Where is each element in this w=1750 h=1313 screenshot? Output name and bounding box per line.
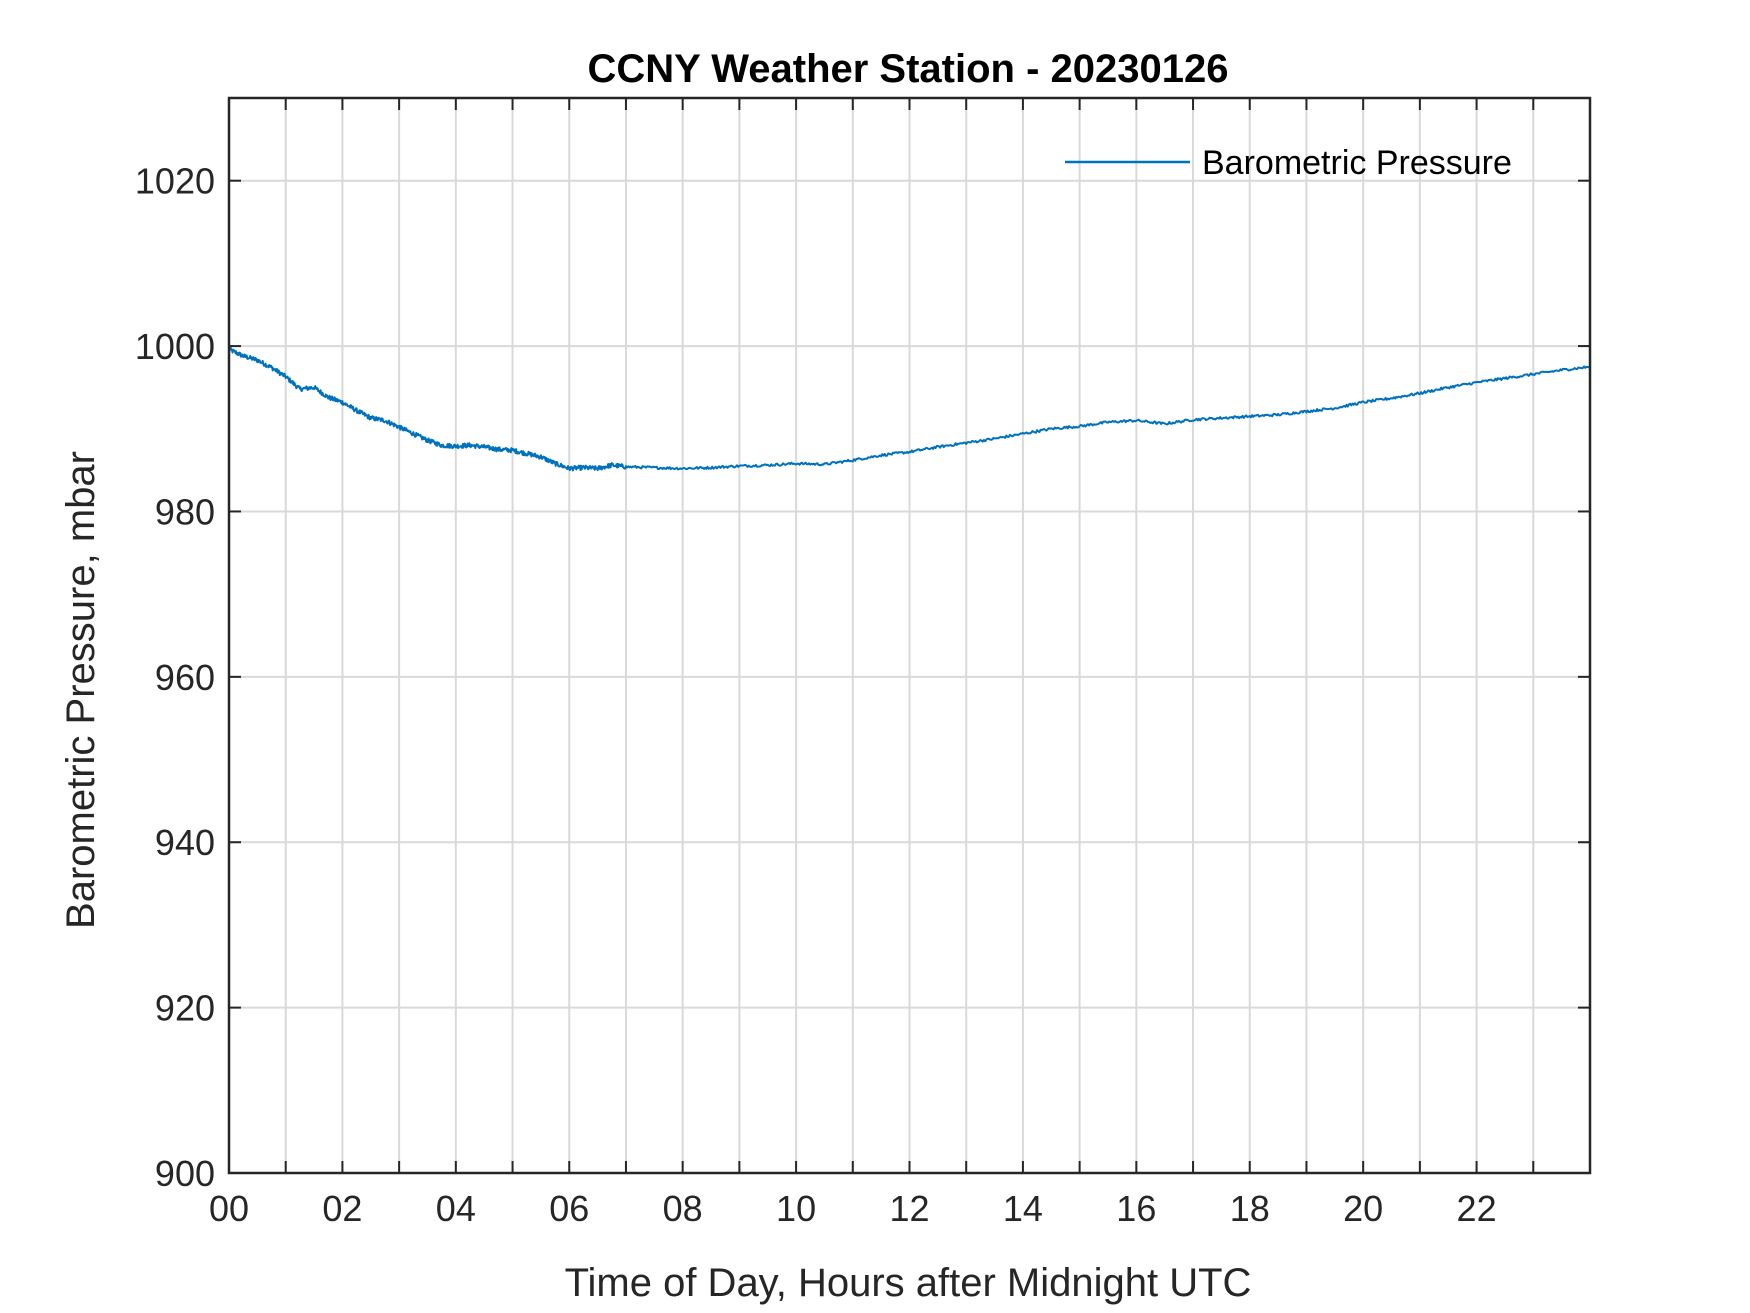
x-axis-label: Time of Day, Hours after Midnight UTC [565, 1261, 1252, 1305]
series-layer [228, 346, 1591, 472]
y-tick-label: 960 [155, 657, 215, 698]
x-tick-label: 18 [1230, 1188, 1270, 1229]
ticks [228, 98, 1590, 1174]
x-tick-label: 16 [1116, 1188, 1156, 1229]
y-tick-label: 1020 [135, 161, 215, 202]
legend: Barometric Pressure [1065, 144, 1512, 182]
x-tick-label: 06 [549, 1188, 589, 1229]
chart-title: CCNY Weather Station - 20230126 [588, 47, 1229, 91]
x-tick-label: 00 [209, 1188, 249, 1229]
y-tick-label: 920 [155, 988, 215, 1029]
y-axis-label: Barometric Pressure, mbar [59, 451, 103, 929]
x-tick-label: 22 [1457, 1188, 1497, 1229]
legend-label: Barometric Pressure [1202, 144, 1512, 182]
tick-labels: 00 02 04 06 08 10 12 14 16 18 20 22 900 920 940 960 980 1… [135, 161, 1497, 1229]
x-tick-label: 10 [776, 1188, 816, 1229]
x-tick-label: 20 [1343, 1188, 1383, 1229]
y-tick-label: 1000 [135, 326, 215, 367]
x-tick-label: 02 [322, 1188, 362, 1229]
x-tick-label: 04 [436, 1188, 476, 1229]
y-tick-label: 980 [155, 491, 215, 532]
y-tick-label: 900 [155, 1153, 215, 1194]
grid [229, 98, 1590, 1173]
x-tick-label: 12 [889, 1188, 929, 1229]
y-tick-label: 940 [155, 822, 215, 863]
series-line-barometric-pressure [228, 346, 1591, 472]
x-tick-label: 08 [663, 1188, 703, 1229]
x-tick-label: 14 [1003, 1188, 1043, 1229]
